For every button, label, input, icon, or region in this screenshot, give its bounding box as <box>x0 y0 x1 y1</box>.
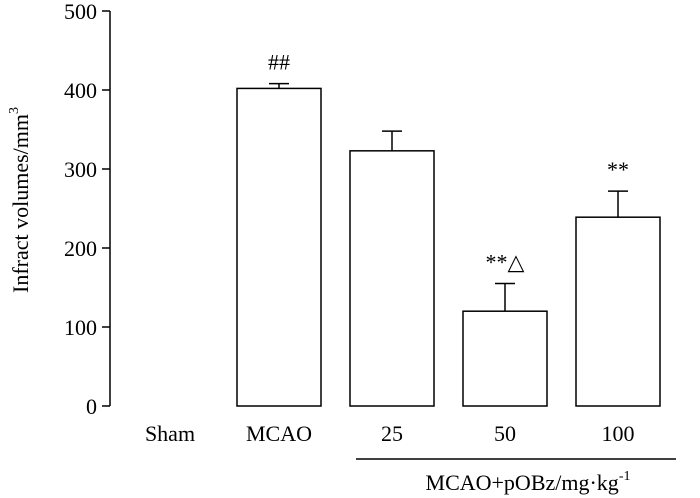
group-label: MCAO+pOBz/mg·kg-1 <box>426 469 631 495</box>
y-tick-label: 500 <box>64 0 97 24</box>
category-label: 25 <box>381 421 403 446</box>
category-label: 100 <box>602 421 635 446</box>
y-axis: 0 100 200 300 400 500 <box>64 0 111 419</box>
bar <box>575 216 661 407</box>
significance-annotation: **△ <box>486 250 525 275</box>
significance-annotation: ** <box>607 157 629 182</box>
y-axis-label: Infract volumes/mm3 <box>7 107 33 293</box>
y-tick-label: 200 <box>64 236 97 261</box>
annotations: ## **△ ** <box>268 50 629 275</box>
y-tick-label: 100 <box>64 315 97 340</box>
bars <box>236 82 661 407</box>
y-axis-label-text: Infract volumes/mm <box>8 114 33 293</box>
category-label: 50 <box>494 421 516 446</box>
bar <box>462 310 548 407</box>
bar <box>349 150 435 407</box>
category-label: Sham <box>145 421 195 446</box>
group-label-superscript: -1 <box>619 469 631 484</box>
y-tick-label: 300 <box>64 157 97 182</box>
category-label: MCAO <box>246 421 312 446</box>
bar <box>236 87 322 407</box>
y-axis-label-superscript: 3 <box>7 107 22 114</box>
category-labels: Sham MCAO 25 50 100 <box>145 421 635 446</box>
y-tick-label: 400 <box>64 78 97 103</box>
y-tick-label: 0 <box>86 394 97 419</box>
group-label-text: MCAO+pOBz/mg·kg <box>426 470 619 495</box>
significance-annotation: ## <box>268 50 290 75</box>
